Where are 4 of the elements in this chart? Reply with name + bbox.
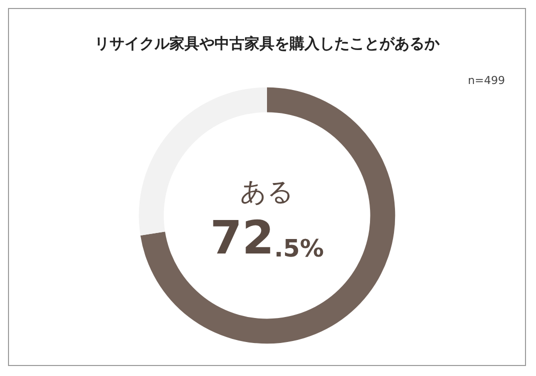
chart-title: リサイクル家具や中古家具を購入したことがあるか [94,34,440,52]
data-label: 72.5% [210,210,324,264]
text: n=499 [468,74,506,87]
slice-label: ある [240,177,294,208]
